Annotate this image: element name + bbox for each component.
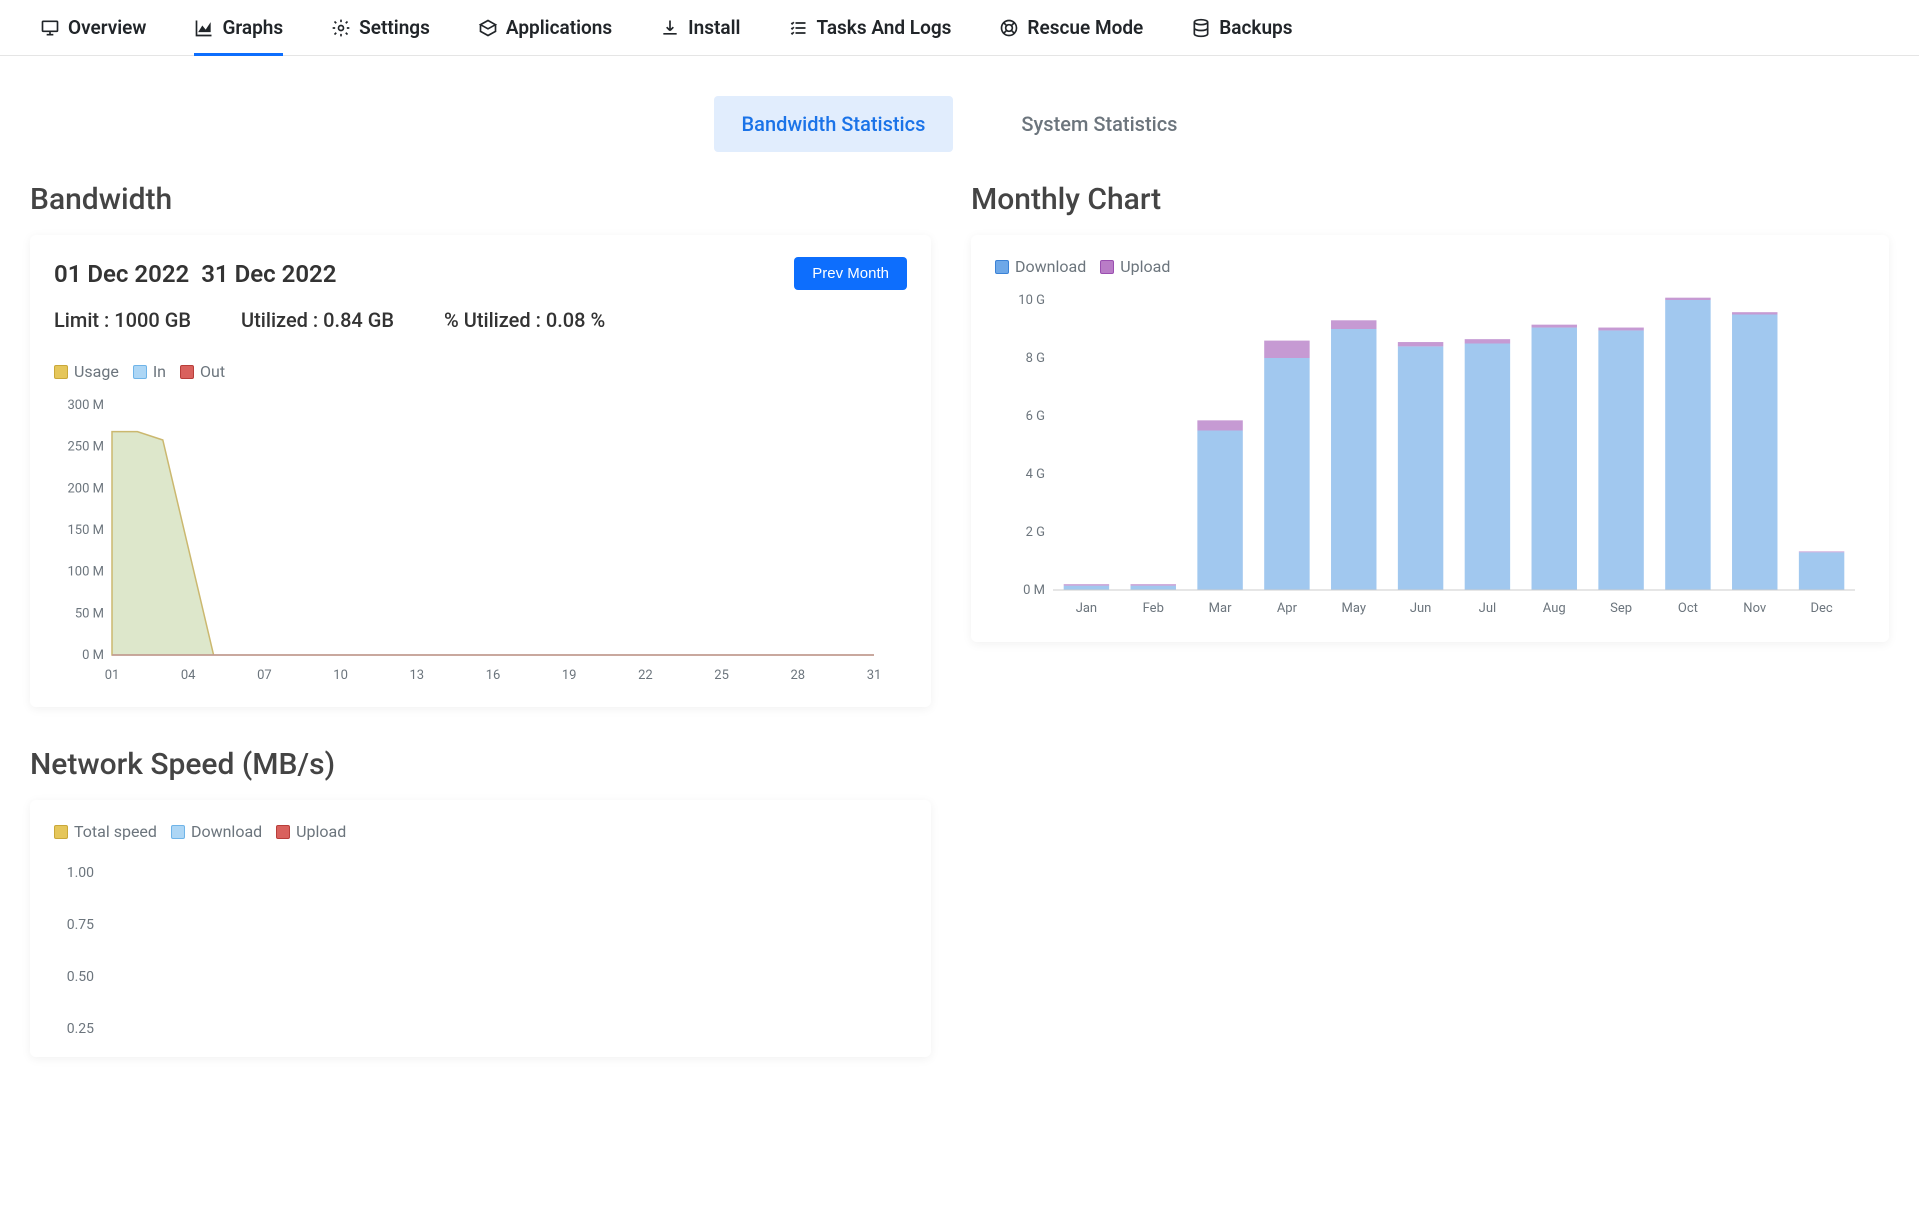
svg-text:Dec: Dec bbox=[1810, 601, 1832, 616]
tab-install[interactable]: Install bbox=[660, 0, 740, 55]
date-range: 01 Dec 2022 31 Dec 2022 bbox=[54, 260, 774, 288]
monitor-icon bbox=[40, 18, 60, 38]
download-icon bbox=[660, 18, 680, 38]
svg-text:May: May bbox=[1342, 601, 1366, 616]
svg-text:0.50: 0.50 bbox=[67, 969, 94, 985]
legend-swatch bbox=[54, 365, 68, 379]
svg-text:01: 01 bbox=[105, 668, 120, 683]
monthly-title: Monthly Chart bbox=[971, 182, 1889, 217]
svg-text:1.00: 1.00 bbox=[67, 865, 94, 881]
tab-backups[interactable]: Backups bbox=[1191, 0, 1292, 55]
gear-icon bbox=[331, 18, 351, 38]
svg-text:Apr: Apr bbox=[1277, 601, 1298, 616]
tab-applications[interactable]: Applications bbox=[478, 0, 612, 55]
svg-text:04: 04 bbox=[181, 668, 196, 683]
svg-text:28: 28 bbox=[790, 668, 805, 683]
legend-swatch bbox=[276, 825, 290, 839]
legend-swatch bbox=[1100, 260, 1114, 274]
package-icon bbox=[478, 18, 498, 38]
monthly-card: Download Upload 0 M 2 G 4 G 6 G 8 G 10 G Jan Feb… bbox=[971, 235, 1889, 642]
svg-text:50 M: 50 M bbox=[75, 606, 104, 621]
svg-text:22: 22 bbox=[638, 668, 653, 683]
svg-text:4 G: 4 G bbox=[1026, 467, 1045, 482]
database-icon bbox=[1191, 18, 1211, 38]
legend-item-total-speed[interactable]: Total speed bbox=[54, 822, 157, 841]
subtab-system-statistics[interactable]: System Statistics bbox=[993, 96, 1205, 152]
monthly-legend: Download Upload bbox=[995, 257, 1865, 276]
legend-swatch bbox=[54, 825, 68, 839]
utilized-stat: Utilized : 0.84 GB bbox=[241, 308, 394, 332]
netspeed-title: Network Speed (MB/s) bbox=[30, 747, 931, 782]
svg-text:10 G: 10 G bbox=[1018, 293, 1045, 308]
svg-text:Mar: Mar bbox=[1209, 601, 1232, 616]
svg-text:100 M: 100 M bbox=[68, 565, 105, 580]
chart-area-icon bbox=[194, 18, 214, 38]
svg-text:Jul: Jul bbox=[1479, 601, 1497, 616]
legend-item-download[interactable]: Download bbox=[995, 257, 1086, 276]
tab-tasks-and-logs[interactable]: Tasks And Logs bbox=[788, 0, 951, 55]
legend-swatch bbox=[133, 365, 147, 379]
svg-text:6 G: 6 G bbox=[1026, 409, 1045, 424]
svg-text:8 G: 8 G bbox=[1026, 351, 1045, 366]
tab-settings[interactable]: Settings bbox=[331, 0, 430, 55]
svg-text:13: 13 bbox=[409, 668, 424, 683]
life-ring-icon bbox=[999, 18, 1019, 38]
legend-item-in[interactable]: In bbox=[133, 362, 166, 381]
list-check-icon bbox=[788, 18, 808, 38]
svg-text:Jan: Jan bbox=[1076, 601, 1097, 616]
legend-swatch bbox=[171, 825, 185, 839]
svg-text:200 M: 200 M bbox=[68, 481, 105, 496]
svg-text:10: 10 bbox=[333, 668, 348, 683]
limit-stat: Limit : 1000 GB bbox=[54, 308, 191, 332]
bandwidth-chart: 0 M 50 M 100 M 150 M 200 M 250 M 300 M 01 04 07 10… bbox=[54, 395, 884, 685]
svg-text:19: 19 bbox=[562, 668, 577, 683]
date-end: 31 Dec 2022 bbox=[201, 260, 336, 288]
legend-item-upload[interactable]: Upload bbox=[276, 822, 346, 841]
svg-text:0 M: 0 M bbox=[1023, 583, 1045, 598]
svg-text:Feb: Feb bbox=[1143, 601, 1164, 616]
monthly-chart: 0 M 2 G 4 G 6 G 8 G 10 G Jan Feb Mar Apr May Jun Jul… bbox=[995, 290, 1865, 620]
svg-text:0.25: 0.25 bbox=[67, 1021, 94, 1035]
svg-text:2 G: 2 G bbox=[1026, 525, 1045, 540]
legend-item-download[interactable]: Download bbox=[171, 822, 262, 841]
legend-item-usage[interactable]: Usage bbox=[54, 362, 119, 381]
svg-text:07: 07 bbox=[257, 668, 272, 683]
legend-swatch bbox=[180, 365, 194, 379]
svg-text:300 M: 300 M bbox=[68, 398, 105, 413]
svg-text:Jun: Jun bbox=[1410, 601, 1432, 616]
bandwidth-legend: Usage In Out bbox=[54, 362, 907, 381]
svg-text:Aug: Aug bbox=[1543, 601, 1566, 616]
legend-swatch bbox=[995, 260, 1009, 274]
subtab-bandwidth-statistics[interactable]: Bandwidth Statistics bbox=[714, 96, 954, 152]
date-start: 01 Dec 2022 bbox=[54, 260, 189, 288]
tab-overview[interactable]: Overview bbox=[40, 0, 146, 55]
legend-item-upload[interactable]: Upload bbox=[1100, 257, 1170, 276]
svg-text:250 M: 250 M bbox=[68, 440, 105, 455]
netspeed-chart: 1.00 0.75 0.50 0.25 bbox=[54, 855, 884, 1035]
top-nav: Overview Graphs Settings Applications Instal… bbox=[0, 0, 1919, 56]
svg-text:16: 16 bbox=[486, 668, 501, 683]
pct-utilized-stat: % Utilized : 0.08 % bbox=[444, 308, 605, 332]
tab-rescue-mode[interactable]: Rescue Mode bbox=[999, 0, 1143, 55]
netspeed-legend: Total speed Download Upload bbox=[54, 822, 354, 841]
bandwidth-title: Bandwidth bbox=[30, 182, 931, 217]
svg-text:0 M: 0 M bbox=[82, 648, 104, 663]
netspeed-card: Total speed Download Upload 1.00 0.75 0.50 0.… bbox=[30, 800, 931, 1057]
svg-text:Sep: Sep bbox=[1610, 601, 1632, 616]
svg-text:31: 31 bbox=[867, 668, 882, 683]
prev-month-button[interactable]: Prev Month bbox=[794, 257, 907, 290]
svg-text:150 M: 150 M bbox=[68, 523, 105, 538]
bandwidth-card: 01 Dec 2022 31 Dec 2022 Prev Month Limit… bbox=[30, 235, 931, 707]
svg-text:25: 25 bbox=[714, 668, 729, 683]
legend-item-out[interactable]: Out bbox=[180, 362, 225, 381]
svg-text:Oct: Oct bbox=[1678, 601, 1698, 616]
tab-graphs[interactable]: Graphs bbox=[194, 0, 283, 55]
svg-text:0.75: 0.75 bbox=[67, 917, 94, 933]
sub-tabs: Bandwidth Statistics System Statistics bbox=[0, 96, 1919, 152]
svg-text:Nov: Nov bbox=[1743, 601, 1767, 616]
